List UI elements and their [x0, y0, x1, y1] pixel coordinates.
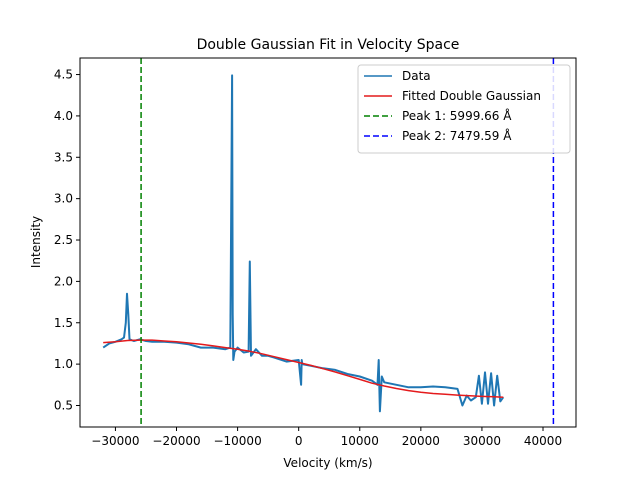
y-tick-label: 3.5 — [54, 150, 73, 164]
legend-label: Data — [402, 69, 431, 83]
x-tick-label: 30000 — [463, 434, 501, 448]
x-tick-label: 0 — [295, 434, 303, 448]
plot-frame — [79, 57, 577, 428]
legend-label: Peak 2: 7479.59 Å — [402, 128, 512, 143]
legend-box — [357, 64, 571, 154]
x-axis-label: Velocity (km/s) — [283, 456, 372, 470]
y-axis-label: Intensity — [29, 216, 43, 268]
x-tick-label: 20000 — [402, 434, 440, 448]
chart-title: Double Gaussian Fit in Velocity Space — [197, 37, 460, 53]
y-tick-label: 0.5 — [54, 398, 73, 412]
y-tick-label: 4.0 — [54, 109, 73, 123]
y-tick-label: 1.0 — [54, 357, 73, 371]
y-tick-label: 2.5 — [54, 233, 73, 247]
plot-area — [102, 58, 555, 427]
y-tick-label: 3.0 — [54, 192, 73, 206]
y-axis: 0.5 1.0 1.5 2.0 2.5 3.0 3.5 4.0 4.5 — [54, 68, 80, 412]
x-tick-label: −20000 — [152, 434, 200, 448]
legend: Data Fitted Double Gaussian Peak 1: 5999.6… — [357, 64, 571, 154]
x-tick-label: 40000 — [524, 434, 562, 448]
x-tick-label: 10000 — [341, 434, 379, 448]
legend-label: Fitted Double Gaussian — [402, 89, 541, 103]
series-1-line — [103, 339, 504, 398]
x-tick-label: −10000 — [213, 434, 261, 448]
y-tick-label: 1.5 — [54, 316, 73, 330]
y-tick-label: 4.5 — [54, 68, 73, 82]
x-tick-label: −30000 — [91, 434, 139, 448]
legend-label: Peak 1: 5999.66 Å — [402, 108, 512, 123]
y-tick-label: 2.0 — [54, 274, 73, 288]
x-axis: −30000 −20000 −10000 0 10000 20000 30000 40000 — [91, 427, 562, 448]
